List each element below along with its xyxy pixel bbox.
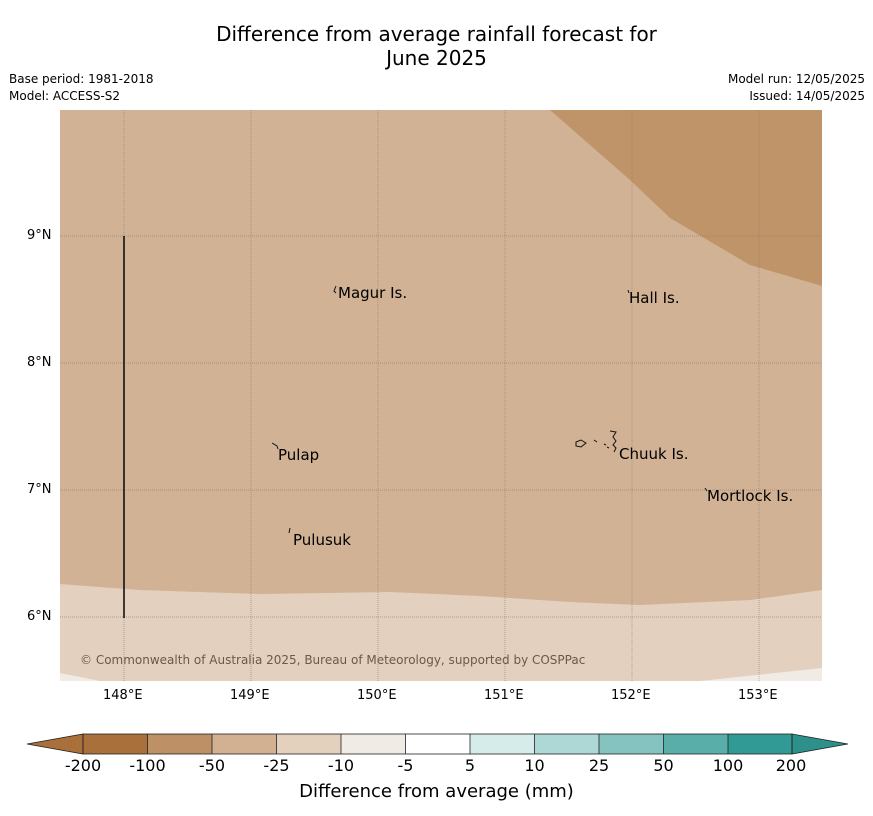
lat-label-8: 8°N [27, 355, 52, 370]
colorbar-extend-high [791, 733, 849, 755]
lon-label-152: 152°E [611, 688, 651, 703]
chuuk-island-mark-d [609, 430, 617, 453]
colorbar-tick-label: 100 [712, 756, 744, 775]
colorbar-tick-label: 50 [653, 756, 674, 775]
model-name: Model: ACCESS-S2 [9, 89, 121, 103]
colorbar-tick-label: 5 [464, 756, 476, 775]
map-svg [60, 110, 822, 681]
chuuk-island-mark-b [593, 439, 598, 443]
place-pulap: Pulap [278, 446, 320, 464]
colorbar-swatch-4 [276, 734, 341, 754]
colorbar-tick-label: -100 [129, 756, 166, 775]
gridlines [60, 110, 822, 681]
lon-label-151: 151°E [484, 688, 524, 703]
meta-right: Model run: 12/05/2025 Issued: 14/05/2025 [728, 71, 865, 105]
issued-date: Issued: 14/05/2025 [749, 89, 865, 103]
model-run: Model run: 12/05/2025 [727, 72, 865, 86]
colorbar-swatch-3 [212, 734, 277, 754]
colorbar-tick-label: -200 [64, 756, 102, 775]
colorbar-tick-label: -50 [198, 756, 226, 775]
base-period: Base period: 1981-2018 [9, 72, 154, 86]
colorbar-swatch-8 [534, 734, 599, 754]
pulusuk-island-mark [288, 527, 291, 534]
colorbar-tick-label: 25 [588, 756, 610, 775]
place-pulusuk: Pulusuk [293, 531, 351, 549]
colorbar-swatch-9 [599, 734, 664, 754]
place-chuuk: Chuuk Is. [619, 445, 689, 463]
region-pale-west [60, 673, 100, 681]
colorbar-swatch-5 [341, 734, 406, 754]
region-light-brown [60, 584, 822, 681]
lon-label-153: 153°E [738, 688, 778, 703]
region-pale [700, 668, 822, 681]
colorbar-tick-label: 10 [524, 756, 545, 775]
map-panel [60, 110, 822, 681]
lon-label-149: 149°E [230, 688, 270, 703]
copyright-notice: © Commonwealth of Australia 2025, Bureau… [80, 653, 586, 667]
meta-left: Base period: 1981-2018 Model: ACCESS-S2 [9, 71, 154, 105]
island-outlines [271, 285, 708, 534]
hall-island-mark [627, 289, 630, 294]
magur-island-mark [333, 285, 337, 294]
lat-label-6: 6°N [27, 609, 52, 624]
title-line-2: June 2025 [386, 46, 487, 70]
colorbar-swatch-11 [728, 734, 792, 754]
lat-label-7: 7°N [27, 482, 52, 497]
colorbar-swatch-6 [405, 734, 470, 754]
lat-label-9: 9°N [27, 228, 52, 243]
title-line-1: Difference from average rainfall forecas… [216, 22, 657, 46]
colorbar-frame [82, 733, 793, 755]
colorbar [26, 733, 849, 755]
map-title: Difference from average rainfall forecas… [0, 22, 873, 70]
lon-label-148: 148°E [103, 688, 143, 703]
chuuk-island-mark-a [575, 439, 587, 448]
colorbar-tick-label: -25 [263, 756, 290, 775]
place-mortlock: Mortlock Is. [707, 487, 794, 505]
colorbar-swatch-10 [663, 734, 728, 754]
colorbar-tick-label: -10 [327, 756, 355, 775]
mortlock-island-mark [704, 487, 708, 492]
region-dark-brown [550, 110, 822, 286]
place-hall: Hall Is. [629, 289, 680, 307]
pulap-island-mark [271, 442, 279, 450]
colorbar-tick-label: 200 [775, 756, 807, 775]
colorbar-tick-label: -5 [397, 756, 414, 775]
colorbar-swatch-7 [470, 734, 535, 754]
lon-label-150: 150°E [357, 688, 397, 703]
colorbar-swatch-2 [147, 734, 212, 754]
colorbar-extend-low [26, 733, 84, 755]
place-magur: Magur Is. [338, 284, 408, 302]
colorbar-swatch-1 [83, 734, 148, 754]
colorbar-title: Difference from average (mm) [299, 781, 574, 802]
chuuk-island-mark-c [603, 443, 607, 446]
chuuk-island-mark-e [606, 446, 610, 449]
